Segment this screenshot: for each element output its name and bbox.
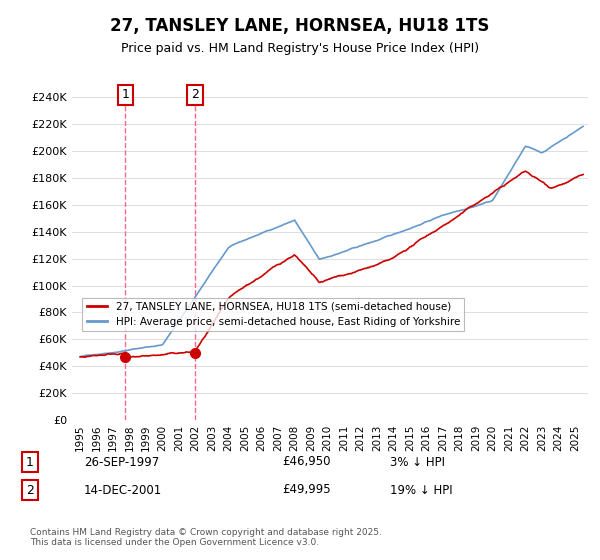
Text: £49,995: £49,995	[282, 483, 331, 497]
Text: Contains HM Land Registry data © Crown copyright and database right 2025.
This d: Contains HM Land Registry data © Crown c…	[30, 528, 382, 547]
Text: 27, TANSLEY LANE, HORNSEA, HU18 1TS: 27, TANSLEY LANE, HORNSEA, HU18 1TS	[110, 17, 490, 35]
Text: £46,950: £46,950	[282, 455, 331, 469]
Text: 19% ↓ HPI: 19% ↓ HPI	[390, 483, 452, 497]
Text: 1: 1	[26, 455, 34, 469]
Legend: 27, TANSLEY LANE, HORNSEA, HU18 1TS (semi-detached house), HPI: Average price, s: 27, TANSLEY LANE, HORNSEA, HU18 1TS (sem…	[82, 297, 464, 331]
Text: 2: 2	[26, 483, 34, 497]
Text: 26-SEP-1997: 26-SEP-1997	[84, 455, 159, 469]
Text: 14-DEC-2001: 14-DEC-2001	[84, 483, 162, 497]
Text: 2: 2	[191, 88, 199, 101]
Text: 1: 1	[121, 88, 130, 101]
Text: Price paid vs. HM Land Registry's House Price Index (HPI): Price paid vs. HM Land Registry's House …	[121, 42, 479, 55]
Text: 3% ↓ HPI: 3% ↓ HPI	[390, 455, 445, 469]
